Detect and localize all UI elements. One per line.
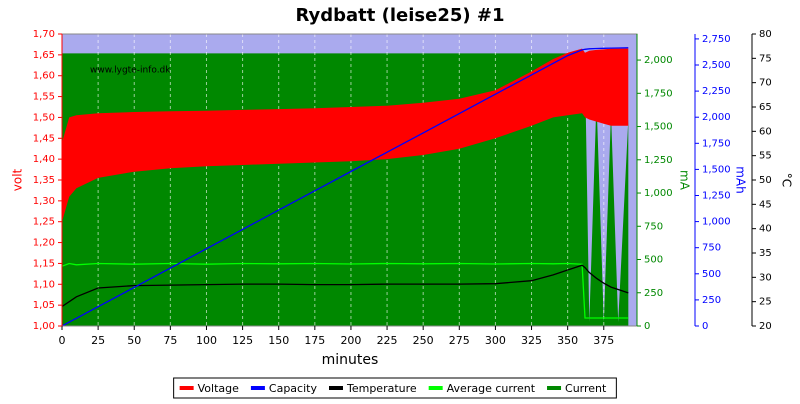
y2-tick-label: 250 bbox=[644, 288, 663, 299]
voltage-band bbox=[62, 48, 629, 222]
y2-tick-label: 750 bbox=[644, 221, 663, 232]
y-axis-title: volt bbox=[11, 168, 25, 191]
series-line bbox=[61, 262, 629, 319]
y3-tick-label: 1,000 bbox=[702, 217, 731, 228]
y2-axis-title: mA bbox=[678, 170, 692, 191]
y4-tick-label: 65 bbox=[759, 102, 772, 113]
y-tick-label: 1,10 bbox=[33, 279, 55, 290]
y-tick-label: 1,40 bbox=[33, 154, 55, 165]
y2-tick-label: 1,500 bbox=[644, 122, 673, 133]
y4-tick-label: 60 bbox=[759, 126, 772, 137]
legend-label: Average current bbox=[447, 382, 536, 395]
y3-tick-label: 2,750 bbox=[702, 34, 731, 45]
legend-label: Current bbox=[565, 382, 607, 395]
x-tick-label: 325 bbox=[521, 334, 542, 347]
y3-tick-label: 1,250 bbox=[702, 191, 731, 202]
x-tick-label: 200 bbox=[340, 334, 361, 347]
y3-tick-label: 250 bbox=[702, 295, 721, 306]
x-tick-label: 300 bbox=[485, 334, 506, 347]
x-tick-label: 100 bbox=[196, 334, 217, 347]
chart-title: Rydbatt (leise25) #1 bbox=[295, 5, 504, 26]
y3-tick-label: 500 bbox=[702, 269, 721, 280]
y2-tick-label: 500 bbox=[644, 255, 663, 266]
x-tick-label: 250 bbox=[413, 334, 434, 347]
x-axis-title: minutes bbox=[322, 352, 379, 368]
y4-tick-label: 75 bbox=[759, 53, 772, 64]
y-tick-label: 1,00 bbox=[33, 321, 55, 332]
y3-tick-label: 1,500 bbox=[702, 164, 731, 175]
y3-tick-label: 1,750 bbox=[702, 138, 731, 149]
y4-tick-label: 55 bbox=[759, 151, 772, 162]
y2-tick-label: 2,000 bbox=[644, 55, 673, 66]
y4-tick-label: 25 bbox=[759, 297, 772, 308]
y-tick-label: 1,60 bbox=[33, 71, 55, 82]
y4-tick-label: 30 bbox=[759, 272, 772, 283]
x-tick-label: 350 bbox=[557, 334, 578, 347]
x-tick-label: 75 bbox=[163, 334, 177, 347]
x-tick-label: 275 bbox=[449, 334, 470, 347]
y3-tick-label: 2,250 bbox=[702, 86, 731, 97]
y4-tick-label: 80 bbox=[759, 29, 772, 40]
legend-label: Temperature bbox=[346, 382, 417, 395]
y-tick-label: 1,45 bbox=[33, 133, 55, 144]
y-tick-label: 1,20 bbox=[33, 238, 55, 249]
y4-tick-label: 45 bbox=[759, 199, 772, 210]
y4-axis-title: °C bbox=[780, 173, 794, 187]
y2-tick-label: 1,750 bbox=[644, 88, 673, 99]
x-tick-label: 225 bbox=[377, 334, 398, 347]
x-tick-label: 150 bbox=[268, 334, 289, 347]
x-tick-label: 25 bbox=[91, 334, 105, 347]
y-tick-label: 1,55 bbox=[33, 92, 55, 103]
y4-tick-label: 20 bbox=[759, 321, 772, 332]
legend-label: Capacity bbox=[269, 382, 318, 395]
annotation: www.lygte-info.dk bbox=[90, 66, 171, 76]
y-tick-label: 1,50 bbox=[33, 112, 55, 123]
y4-tick-label: 40 bbox=[759, 224, 772, 235]
y4-tick-label: 70 bbox=[759, 78, 772, 89]
y3-tick-label: 2,000 bbox=[702, 112, 731, 123]
y3-tick-label: 0 bbox=[702, 321, 708, 332]
y3-axis-title: mAh bbox=[734, 166, 748, 194]
legend: Voltage Capacity Temperature Average curren… bbox=[173, 377, 617, 399]
y-tick-label: 1,65 bbox=[33, 50, 55, 61]
y2-tick-label: 1,250 bbox=[644, 155, 673, 166]
y4-tick-label: 35 bbox=[759, 248, 772, 259]
x-tick-label: 175 bbox=[304, 334, 325, 347]
x-tick-label: 0 bbox=[59, 334, 66, 347]
x-tick-label: 375 bbox=[593, 334, 614, 347]
y-tick-label: 1,35 bbox=[33, 175, 55, 186]
y2-tick-label: 1,000 bbox=[644, 188, 673, 199]
y-tick-label: 1,30 bbox=[33, 196, 55, 207]
y2-tick-label: 0 bbox=[644, 321, 650, 332]
y-tick-label: 1,15 bbox=[33, 258, 55, 269]
y3-tick-label: 2,500 bbox=[702, 60, 731, 71]
y3-tick-label: 750 bbox=[702, 243, 721, 254]
y4-tick-label: 50 bbox=[759, 175, 772, 186]
x-tick-label: 50 bbox=[127, 334, 141, 347]
series-line bbox=[61, 47, 629, 327]
legend-box bbox=[173, 377, 617, 399]
x-tick-label: 125 bbox=[232, 334, 253, 347]
y-tick-label: 1,05 bbox=[33, 300, 55, 311]
series-line bbox=[61, 264, 629, 308]
y-tick-label: 1,25 bbox=[33, 217, 55, 228]
y-tick-label: 1,70 bbox=[33, 29, 55, 40]
legend-label: Voltage bbox=[198, 382, 239, 395]
